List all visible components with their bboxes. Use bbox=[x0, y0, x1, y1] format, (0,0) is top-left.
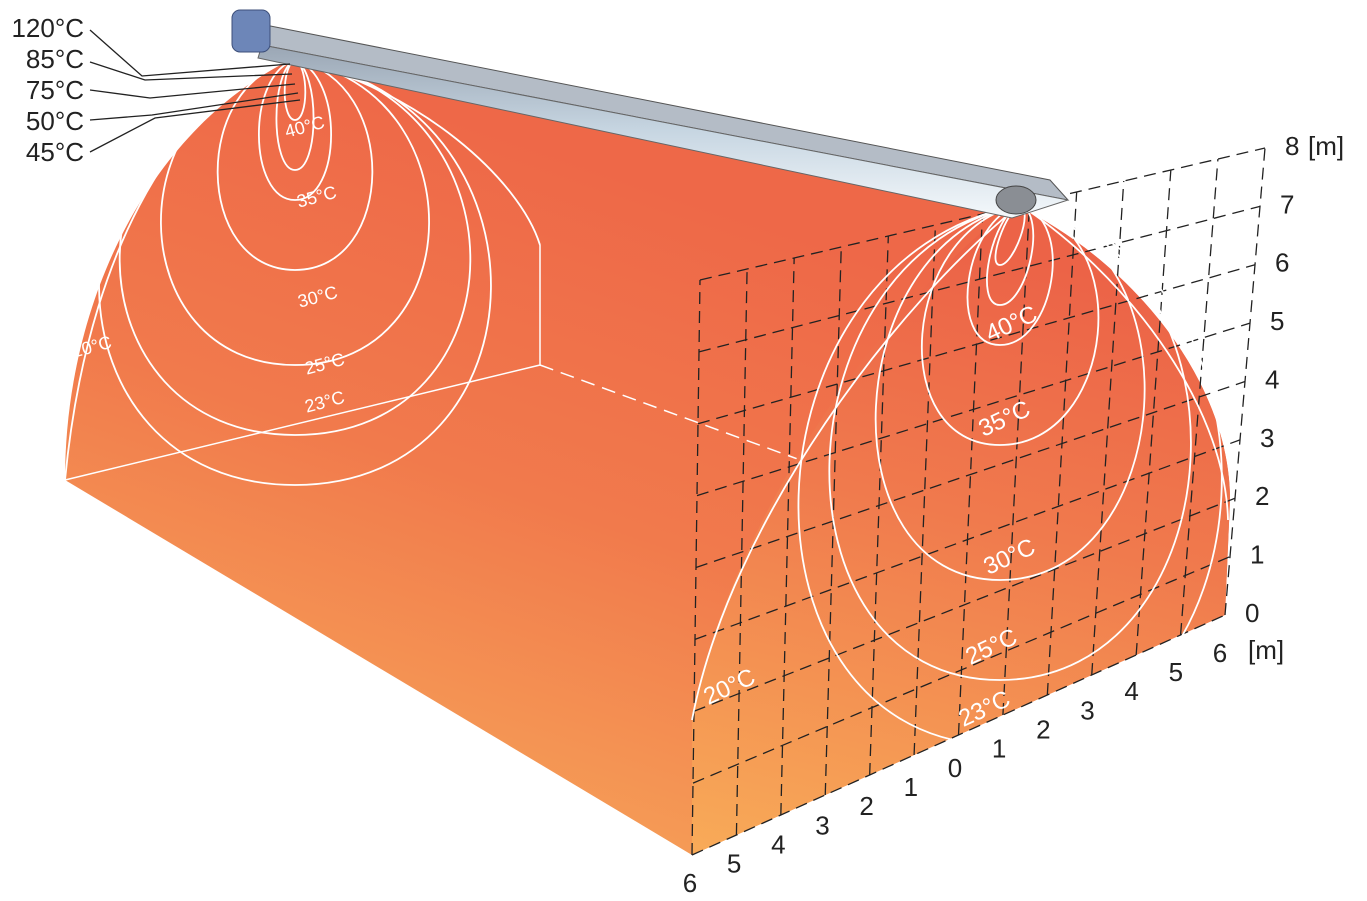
height-axis-unit: [m] bbox=[1308, 131, 1344, 161]
grid-column bbox=[691, 279, 701, 856]
height-tick-label: 8 bbox=[1285, 131, 1299, 161]
contour-line bbox=[118, 59, 472, 436]
width-tick-label: 3 bbox=[815, 810, 829, 840]
width-tick-label: 5 bbox=[1169, 657, 1183, 687]
width-tick-label: 6 bbox=[1213, 638, 1227, 668]
width-tick-label: 0 bbox=[948, 753, 962, 783]
grid-column bbox=[1224, 147, 1266, 616]
width-tick-label: 1 bbox=[904, 772, 918, 802]
width-tick-label: 4 bbox=[771, 830, 785, 860]
legend-label: 85°C bbox=[26, 44, 84, 74]
contour-line bbox=[691, 204, 1229, 721]
height-tick-label: 4 bbox=[1265, 364, 1279, 394]
width-tick-label: 4 bbox=[1124, 676, 1138, 706]
heater-motor bbox=[231, 9, 271, 53]
grid-column bbox=[869, 235, 889, 776]
legend-label: 75°C bbox=[26, 75, 84, 105]
height-tick-label: 1 bbox=[1250, 540, 1264, 570]
contour-line bbox=[920, 204, 1100, 446]
contour-line bbox=[160, 59, 430, 366]
grid-column bbox=[1002, 202, 1031, 716]
legend-label: 50°C bbox=[26, 106, 84, 136]
legend-label: 45°C bbox=[26, 137, 84, 167]
contour-line bbox=[283, 59, 307, 121]
width-axis-unit: [m] bbox=[1248, 635, 1284, 665]
contour-line bbox=[797, 204, 1223, 746]
heater-end bbox=[995, 185, 1037, 215]
grid-column bbox=[913, 224, 937, 756]
grid-column bbox=[1179, 158, 1219, 636]
height-tick-label: 6 bbox=[1275, 248, 1289, 278]
grid-column bbox=[1046, 191, 1078, 696]
grid-column bbox=[1135, 169, 1172, 656]
width-tick-label: 2 bbox=[859, 791, 873, 821]
heater-body bbox=[257, 44, 1069, 219]
contour-line bbox=[994, 204, 1026, 266]
grid-column bbox=[780, 257, 795, 816]
width-tick-label: 5 bbox=[727, 849, 741, 879]
legend-label: 120°C bbox=[11, 13, 84, 43]
right-face bbox=[692, 205, 1230, 855]
grid-column bbox=[1091, 180, 1125, 676]
height-tick-label: 7 bbox=[1280, 189, 1294, 219]
heater bbox=[231, 9, 1070, 219]
width-tick-label: 2 bbox=[1036, 715, 1050, 745]
contour-line bbox=[98, 59, 492, 486]
grid-column bbox=[957, 213, 984, 736]
height-tick-label: 3 bbox=[1260, 423, 1274, 453]
width-tick-label: 6 bbox=[683, 868, 697, 898]
width-tick-label: 1 bbox=[992, 734, 1006, 764]
width-tick-label: 3 bbox=[1080, 695, 1094, 725]
contour-line bbox=[966, 204, 1054, 346]
height-tick-label: 0 bbox=[1245, 598, 1259, 628]
contour-line bbox=[275, 59, 315, 171]
contour-line bbox=[986, 204, 1035, 306]
legend-leaders bbox=[89, 29, 301, 153]
contour-line bbox=[216, 59, 374, 271]
grid-row bbox=[695, 380, 1246, 569]
contour-line bbox=[874, 204, 1146, 581]
contour-line bbox=[828, 204, 1192, 681]
height-tick-label: 2 bbox=[1255, 481, 1269, 511]
grid bbox=[691, 147, 1266, 856]
height-tick-label: 5 bbox=[1270, 306, 1284, 336]
